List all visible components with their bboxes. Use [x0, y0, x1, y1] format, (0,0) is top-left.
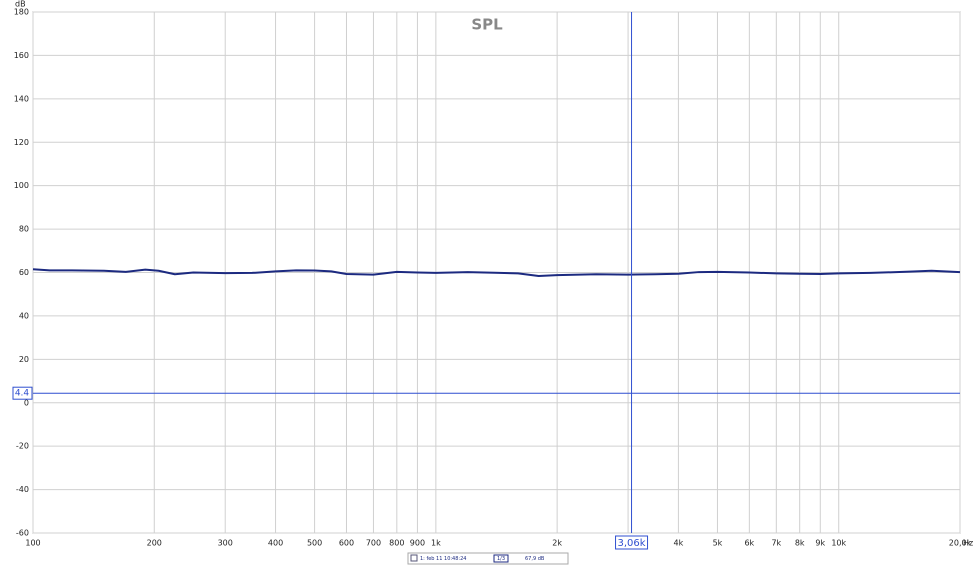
y-tick-label: 80 [19, 225, 29, 234]
cursor-x-box [615, 535, 649, 550]
y-tick-label: 120 [14, 138, 29, 147]
y-tick-label: 40 [19, 311, 29, 320]
x-tick-label: 1k [431, 539, 441, 548]
x-tick-label: 100 [25, 539, 40, 548]
x-axis-label: Hz [963, 539, 973, 548]
legend-smoothing-box [493, 554, 509, 563]
y-tick-label: 160 [14, 51, 29, 60]
y-tick-label: -20 [16, 442, 29, 451]
y-tick-label: -60 [16, 529, 29, 538]
x-tick-label: 4k [674, 539, 684, 548]
y-tick-label: -40 [16, 485, 29, 494]
x-tick-label: 400 [268, 539, 283, 548]
x-tick-label: 8k [795, 539, 805, 548]
series-line [32, 268, 961, 277]
cursor-y-label: 4.4 [15, 389, 30, 399]
x-tick-label: 600 [339, 539, 354, 548]
x-tick-label: 6k [744, 539, 754, 548]
cursor-y-box [12, 386, 33, 400]
legend-reading: 67,9 dB [525, 556, 545, 562]
legend-entry: 1: feb 11 10:48:24 [420, 556, 466, 562]
x-tick-label: 700 [366, 539, 381, 548]
x-tick-label: 800 [389, 539, 404, 548]
y-tick-label: 60 [19, 268, 29, 277]
y-axis-label: dB [15, 0, 26, 9]
x-tick-label: 500 [307, 539, 322, 548]
legend-box [407, 552, 569, 565]
x-tick-label: 20,0k [949, 539, 972, 548]
y-tick-label: 180 [14, 8, 29, 17]
cursor-x-label: 3,06k [618, 538, 646, 549]
y-tick-label: 20 [19, 355, 29, 364]
x-tick-label: 5k [713, 539, 723, 548]
x-tick-label: 7k [771, 539, 781, 548]
y-tick-label: 0 [24, 398, 29, 407]
chart-title: SPL [471, 16, 503, 34]
x-tick-label: 9k [815, 539, 825, 548]
x-tick-label: 200 [147, 539, 162, 548]
y-tick-label: 100 [14, 181, 29, 190]
x-tick-label: 900 [410, 539, 425, 548]
y-tick-label: 140 [14, 94, 29, 103]
legend-checkbox [410, 554, 418, 562]
x-tick-label: 300 [218, 539, 233, 548]
x-tick-label: 10k [831, 539, 846, 548]
legend-smoothing: 1/3 [497, 556, 505, 562]
x-tick-label: 2k [552, 539, 562, 548]
